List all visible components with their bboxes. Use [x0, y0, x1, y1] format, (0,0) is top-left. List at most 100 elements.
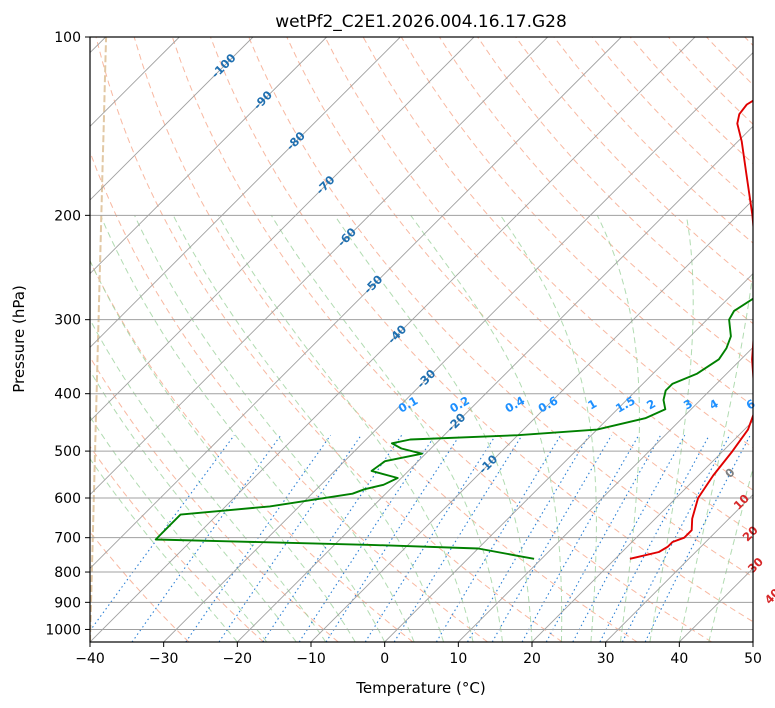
y-tick-label: 700: [54, 531, 81, 547]
dry-adiabat-line: [90, 531, 190, 642]
isotherm-line: [90, 37, 475, 422]
y-tick-label: 300: [54, 313, 81, 329]
x-tick-label: −10: [296, 651, 326, 667]
moist-adiabat-line: [500, 215, 597, 642]
moist-adiabat-label: 10: [731, 491, 752, 512]
dry-adiabat-line: [171, 37, 712, 642]
isotherm-line: [384, 273, 753, 642]
moist-adiabat-label: 40: [762, 586, 775, 607]
isotherm-line: [90, 37, 401, 348]
dewpoint-profile-line: [154, 297, 753, 560]
moist-adiabat-line: [90, 259, 356, 642]
y-tick-label: 800: [54, 565, 81, 581]
dry-adiabat-line: [90, 259, 414, 642]
isotherm-label: -70: [313, 173, 338, 198]
mixing-ratio-label: 0.2: [447, 393, 472, 415]
dry-adiabat-line: [90, 445, 264, 642]
x-tick-label: −30: [149, 651, 179, 667]
mixing-ratio-line: [491, 434, 613, 642]
isotherm-line: [310, 199, 753, 642]
isotherm-line: [237, 125, 753, 642]
mixing-ratio-line: [262, 434, 403, 642]
moist-adiabat-line: [649, 215, 694, 642]
y-tick-label: 500: [54, 444, 81, 460]
x-tick-label: −40: [75, 651, 105, 667]
x-tick-label: 30: [597, 651, 615, 667]
isotherm-line: [163, 52, 753, 642]
x-tick-label: 50: [744, 651, 762, 667]
mixing-ratio-line: [325, 434, 461, 642]
moist-adiabat-line: [172, 215, 445, 642]
x-tick-label: 20: [523, 651, 541, 667]
mixing-ratio-label: 1.5: [613, 393, 638, 415]
isotherm-line: [90, 37, 622, 569]
dry-adiabat-line: [591, 37, 753, 204]
isotherm-line: [458, 346, 753, 642]
dry-adiabat-line: [133, 37, 638, 642]
mixing-ratio-line: [599, 434, 710, 642]
dry-adiabat-line: [515, 37, 753, 284]
x-tick-label: 40: [670, 651, 688, 667]
mixing-ratio-line: [621, 434, 731, 642]
y-axis-label: Pressure (hPa): [10, 285, 28, 393]
moist-adiabat-line: [678, 269, 753, 642]
x-axis-label: Temperature (°C): [355, 679, 485, 697]
isotherm-label: -30: [414, 366, 439, 391]
isotherm-label: -10: [476, 452, 501, 477]
line-labels: -100-90-80-70-60-50-40-30-20-100.1 0.2 0.4…: [208, 51, 775, 607]
isotherm-label: -100: [208, 51, 238, 81]
dry-adiabat-line: [90, 356, 339, 642]
dry-adiabat-line: [95, 37, 563, 642]
temperature-profile-line: [629, 99, 753, 560]
isotherm-label: -80: [283, 129, 308, 154]
y-tick-label: 400: [54, 387, 81, 403]
y-tick-label: 200: [54, 208, 81, 224]
moist-adiabat-line: [334, 215, 533, 642]
dry-adiabat-line: [553, 37, 753, 244]
y-tick-label: 900: [54, 595, 81, 611]
isotherm-line: [605, 494, 753, 642]
x-tick-label: 10: [449, 651, 467, 667]
axes: −40 −30 −20 −10 0 10 20 30 40 5010020030040050060…: [45, 30, 762, 667]
x-tick-label: 0: [380, 651, 389, 667]
moist-adiabat-label: 30: [745, 555, 766, 576]
dry-adiabat-line: [248, 37, 753, 578]
dry-adiabat-line: [706, 37, 753, 86]
mixing-ratio-label: 6: [744, 396, 758, 412]
mixing-ratio-label: 0.4: [503, 393, 528, 415]
dry-adiabat-line: [668, 37, 753, 125]
isotherm-line: [90, 37, 548, 496]
mixing-ratio-line: [298, 434, 436, 642]
isotherm-line: [90, 37, 254, 201]
moist-adiabat-line: [410, 215, 563, 642]
moist-adiabat-line: [90, 318, 327, 642]
background-grid: [90, 37, 753, 642]
moist-adiabat-line: [217, 215, 474, 642]
reference-curve: [90, 37, 108, 642]
mixing-ratio-line: [131, 434, 282, 642]
y-tick-label: 600: [54, 491, 81, 507]
isotherm-line: [752, 641, 753, 642]
dry-adiabat-line: [210, 37, 753, 623]
moist-adiabat-line: [708, 466, 753, 642]
isotherm-label: -50: [361, 272, 386, 297]
mixing-ratio-line: [521, 434, 640, 642]
mixing-ratio-line: [545, 434, 662, 642]
dry-adiabat-line: [744, 37, 753, 47]
mixing-ratio-line: [644, 434, 751, 642]
y-tick-label: 1000: [45, 622, 81, 638]
mixing-ratio-label: 2: [644, 396, 658, 412]
moist-adiabat-line: [100, 215, 386, 642]
moist-adiabat-line: [134, 215, 415, 642]
dry-adiabat-line: [286, 37, 753, 534]
moist-adiabat-line: [270, 215, 503, 642]
mixing-ratio-line: [435, 434, 562, 642]
mixing-ratio-label: 0.1: [396, 393, 421, 415]
x-tick-label: −20: [223, 651, 253, 667]
chart-title: wetPf2_C2E1.2026.004.16.17.G28: [275, 12, 567, 32]
moist-adiabat-line: [596, 215, 640, 642]
plot-frame: [89, 36, 754, 643]
isotherm-line: [531, 420, 753, 642]
dry-adiabat-line: [90, 150, 488, 642]
